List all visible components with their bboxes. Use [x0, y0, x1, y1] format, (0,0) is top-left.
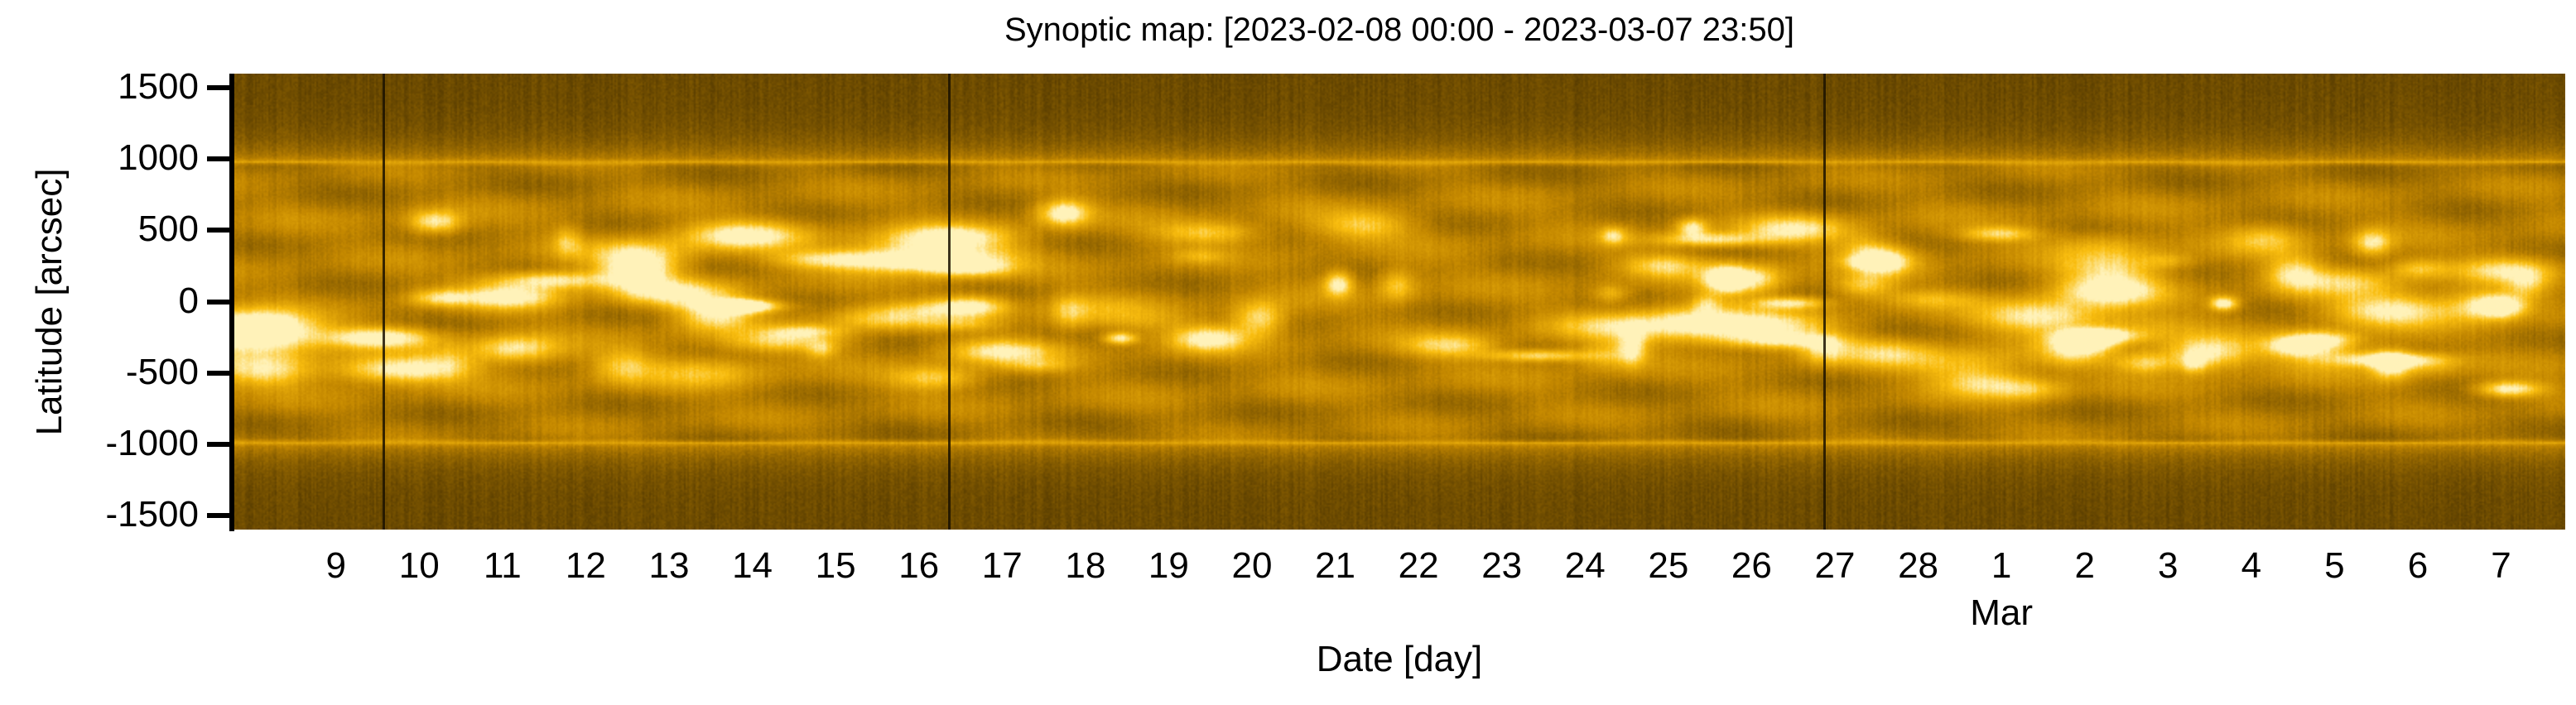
y-tick-mark: [207, 156, 232, 162]
y-tick-label: -1000: [105, 422, 199, 463]
y-tick-label: 500: [137, 209, 199, 250]
y-tick-mark: [207, 441, 232, 447]
data-gap-line: [1822, 74, 1826, 530]
y-tick-mark: [207, 370, 232, 376]
y-tick-mark: [207, 512, 232, 518]
heatmap-image: [234, 74, 2565, 530]
x-tick-label: 15: [815, 545, 856, 586]
y-tick-label: 0: [178, 280, 199, 321]
y-tick-mark: [207, 299, 232, 305]
x-tick-label: 9: [325, 545, 346, 586]
x-tick-label: 13: [648, 545, 690, 586]
x-tick-label: 17: [981, 545, 1023, 586]
y-tick-label: -500: [125, 351, 199, 392]
x-tick-label: 16: [898, 545, 940, 586]
chart-title: Synoptic map: [2023-02-08 00:00 - 2023-0…: [1004, 12, 1794, 48]
synoptic-map-heatmap: [234, 74, 2565, 530]
y-tick-label: -1500: [105, 493, 199, 535]
y-axis-label: Latitude [arcsec]: [29, 168, 70, 436]
data-gap-line: [383, 74, 386, 530]
x-tick-label: 26: [1731, 545, 1772, 586]
x-tick-label: 14: [732, 545, 773, 586]
y-tick-label: 1500: [118, 66, 199, 108]
x-tick-label: 28: [1898, 545, 1939, 586]
x-tick-label: 27: [1814, 545, 1856, 586]
x-tick-label: 6: [2407, 545, 2429, 586]
x-tick-label: 19: [1148, 545, 1189, 586]
x-tick-label: 18: [1065, 545, 1106, 586]
x-tick-label: 5: [2324, 545, 2345, 586]
x-tick-label: 21: [1315, 545, 1356, 586]
x-tick-label: 1: [1991, 545, 2012, 586]
x-axis-label: Date [day]: [1316, 639, 1483, 679]
x-tick-label: 2: [2074, 545, 2095, 586]
x-tick-label: 7: [2491, 545, 2511, 586]
y-tick-mark: [207, 85, 232, 91]
x-tick-label: 24: [1564, 545, 1606, 586]
y-tick-label: 1000: [118, 137, 199, 179]
x-tick-label: 20: [1231, 545, 1273, 586]
x-tick-label: 3: [2158, 545, 2179, 586]
x-month-label: Mar: [1970, 592, 2034, 633]
x-tick-label: 12: [565, 545, 606, 586]
x-tick-label: 10: [398, 545, 440, 586]
x-tick-label: 4: [2241, 545, 2262, 586]
x-tick-label: 22: [1398, 545, 1439, 586]
y-tick-mark: [207, 228, 232, 233]
y-axis-spine: [229, 74, 234, 531]
data-gap-line: [947, 74, 951, 530]
x-tick-label: 11: [484, 545, 522, 586]
x-tick-label: 25: [1648, 545, 1689, 586]
x-tick-label: 23: [1481, 545, 1523, 586]
